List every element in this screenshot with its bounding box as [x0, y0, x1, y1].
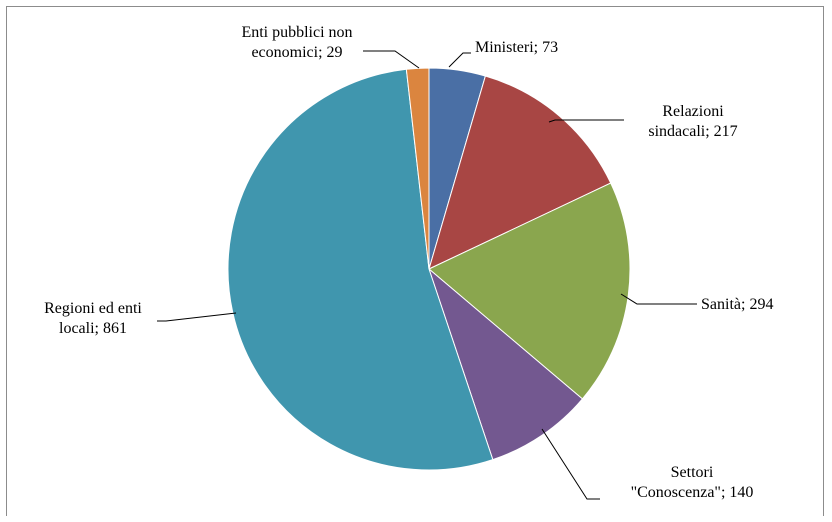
leader-line-relazioni-sindacali — [548, 119, 624, 123]
leader-line-regioni-enti-locali — [157, 312, 237, 322]
pie-slices — [227, 67, 631, 471]
data-label-sanita: Sanità; 294 — [701, 296, 773, 313]
pie-slice-regioni-enti-locali — [227, 68, 494, 471]
pie-slice-settori-conoscenza — [427, 267, 584, 461]
leader-line-ministeri — [448, 52, 471, 68]
pie-chart: Ministeri; 73 Relazioni sindacali; 217 Sani… — [44, 24, 773, 501]
data-label-enti-pubblici: Enti pubblici non economici; 29 — [241, 24, 352, 61]
data-labels: Ministeri; 73 Relazioni sindacali; 217 Sani… — [44, 24, 773, 501]
pie-slice-enti-pubblici — [405, 67, 430, 270]
data-label-regioni-enti-locali: Regioni ed enti locali; 861 — [44, 300, 142, 337]
pie-slice-sanita — [428, 182, 631, 400]
data-label-ministeri: Ministeri; 73 — [475, 39, 558, 56]
data-label-relazioni-sindacali: Relazioni sindacali; 217 — [648, 103, 737, 140]
pie-slice-relazioni-sindacali — [428, 75, 612, 270]
chart-area: Ministeri; 73 Relazioni sindacali; 217 Sani… — [6, 6, 824, 516]
leader-line-sanita — [620, 293, 697, 305]
data-label-settori-conoscenza: Settori "Conoscenza"; 140 — [631, 464, 754, 501]
leader-lines — [157, 50, 697, 500]
leader-line-settori-conoscenza — [541, 428, 600, 500]
leader-line-enti-pubblici — [363, 50, 420, 69]
